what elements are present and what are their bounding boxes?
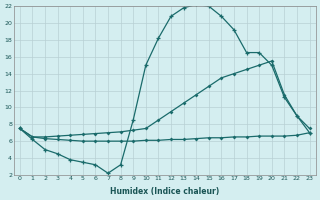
X-axis label: Humidex (Indice chaleur): Humidex (Indice chaleur) (110, 187, 219, 196)
